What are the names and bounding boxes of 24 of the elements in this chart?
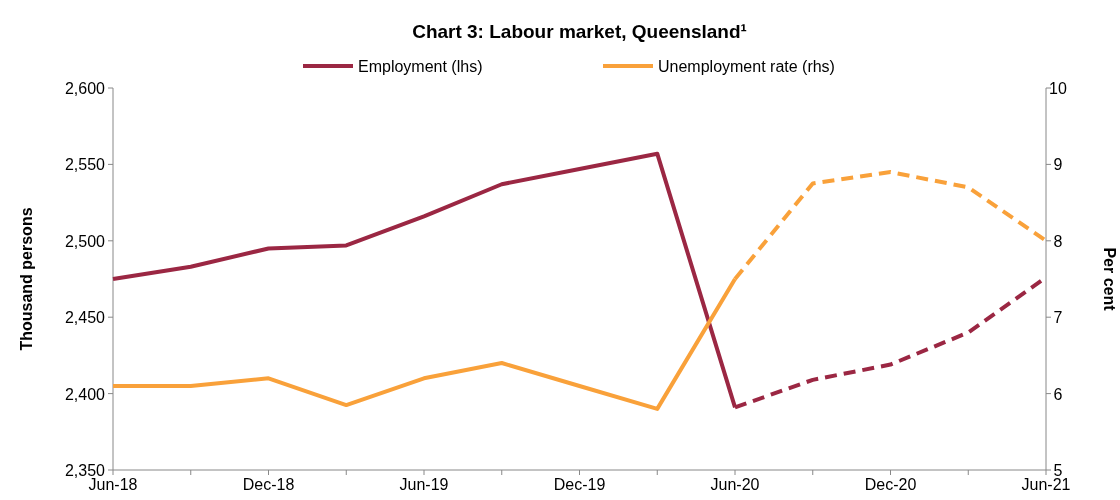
legend-label: Unemployment rate (rhs) [658,58,835,75]
y-tick-label: 2,600 [64,80,106,97]
x-tick-label: Dec-20 [864,476,917,493]
y-tick-label: 2,350 [64,462,106,479]
legend-label: Employment (lhs) [358,58,483,75]
y-tick-label: 2,450 [64,309,106,327]
x-tick-label: Jun-20 [710,476,760,493]
y-axis-title: Thousand persons [18,207,35,351]
x-tick-label: Dec-18 [242,476,295,493]
x-tick-label: Dec-19 [553,476,606,493]
y2-tick-label: 9 [1053,156,1063,174]
y2-tick-label: 6 [1053,385,1063,403]
chart-title: Chart 3: Labour market, Queensland¹ [412,21,747,42]
x-tick-label: Jun-21 [1021,476,1071,493]
y2-tick-label: 10 [1049,80,1067,97]
x-tick-label: Jun-18 [88,476,138,493]
y2-tick-label: 7 [1053,309,1063,327]
y2-axis-title: Per cent [1101,247,1118,312]
y-tick-label: 2,500 [64,232,106,250]
y2-tick-label: 5 [1053,462,1063,479]
y-tick-label: 2,550 [64,156,106,174]
y-tick-label: 2,400 [64,385,106,403]
y2-tick-label: 8 [1053,232,1063,250]
x-tick-label: Jun-19 [399,476,449,493]
